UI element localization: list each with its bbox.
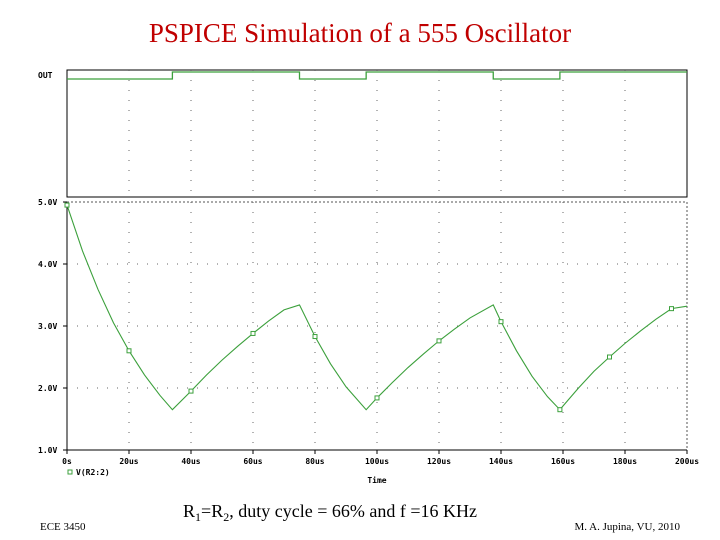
x-tick-label: 120us	[427, 457, 451, 466]
trace-marker	[607, 354, 612, 360]
x-tick-label: 140us	[489, 457, 513, 466]
trace-marker	[64, 202, 70, 208]
plot-frame	[66, 69, 688, 198]
caption-part: 1	[195, 510, 201, 524]
y-tick-label: 1.0V	[38, 446, 57, 455]
trace-marker	[498, 319, 504, 325]
x-tick-label: 0s	[62, 457, 72, 466]
legend-label: V(R2:2)	[76, 468, 110, 477]
trace-marker	[250, 330, 256, 336]
trace-marker	[374, 395, 380, 401]
slide-title: PSPICE Simulation of a 555 Oscillator	[149, 18, 571, 48]
x-tick-label: 20us	[119, 457, 138, 466]
trace-marker	[669, 306, 674, 312]
footer-right: M. A. Jupina, VU, 2010	[574, 521, 680, 533]
voltage-trace	[66, 204, 688, 411]
digital-trace	[67, 71, 687, 80]
trace-marker	[126, 348, 132, 354]
y-tick-label: 5.0V	[38, 198, 57, 207]
x-tick-label: 200us	[675, 457, 699, 466]
caption-part: =R	[201, 501, 223, 521]
x-tick-label: 40us	[181, 457, 200, 466]
caption-part: R	[183, 501, 195, 521]
y-tick-label: 3.0V	[38, 322, 57, 331]
x-tick-label: 180us	[613, 457, 637, 466]
x-tick-label: 100us	[365, 457, 389, 466]
legend-marker	[67, 469, 73, 475]
trace-marker	[188, 388, 194, 394]
footer-left: ECE 3450	[40, 521, 86, 533]
x-tick-label: 60us	[243, 457, 262, 466]
y-tick-label: 2.0V	[38, 384, 57, 393]
signal-label: OUT	[38, 71, 53, 80]
trace-marker	[557, 407, 563, 413]
x-tick-label: 160us	[551, 457, 575, 466]
caption-part: 2	[223, 510, 229, 524]
x-axis-label: Time	[367, 475, 386, 485]
trace-marker	[312, 334, 318, 340]
caption-part: , duty cycle = 66% and f =16 KHz	[229, 501, 477, 521]
caption: R1=R2, duty cycle = 66% and f =16 KHz	[183, 501, 477, 524]
x-tick-label: 80us	[305, 457, 324, 466]
trace-marker	[436, 338, 442, 344]
y-tick-label: 4.0V	[38, 260, 57, 269]
